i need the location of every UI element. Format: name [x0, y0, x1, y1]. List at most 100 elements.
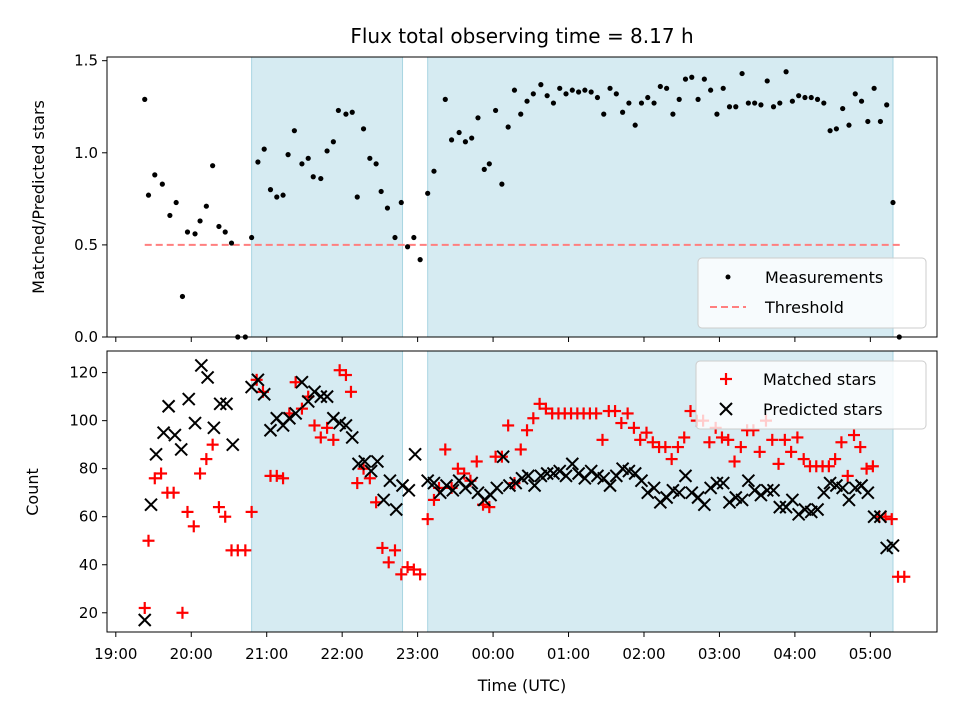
matched-star-point	[194, 467, 207, 480]
matched-star-point	[206, 438, 219, 451]
matched-star-point	[634, 433, 647, 446]
matched-star-point	[427, 493, 440, 506]
matched-star-point	[148, 472, 161, 485]
measurement-point	[222, 229, 228, 235]
matched-star-point	[854, 441, 867, 454]
measurement-point	[783, 69, 789, 75]
matched-star-point	[684, 405, 697, 418]
measurement-point	[249, 234, 255, 241]
measurement-point	[814, 96, 821, 102]
matched-star-point	[451, 462, 464, 475]
x-tick-label: 04:00	[773, 645, 816, 663]
measurement-point	[827, 128, 833, 134]
matched-star-point	[138, 601, 151, 614]
measurement-point	[285, 152, 291, 158]
predicted-star-point	[641, 485, 655, 500]
predicted-star-point	[685, 485, 699, 500]
measurement-point	[550, 100, 557, 106]
matched-star-point	[327, 433, 340, 446]
x-tick-label: 21:00	[245, 645, 288, 663]
predicted-star-point	[395, 478, 410, 493]
measurement-point	[632, 122, 638, 128]
predicted-star-point	[584, 464, 598, 478]
measurement-point	[563, 91, 569, 97]
matched-star-point	[187, 520, 200, 533]
measurement-point	[682, 76, 689, 82]
predicted-star-point	[314, 389, 328, 404]
measurement-point	[274, 194, 280, 200]
predicted-star-point	[188, 416, 202, 430]
measurement-point	[676, 96, 682, 102]
predicted-star-point	[389, 502, 403, 517]
matched-star-point	[590, 407, 603, 420]
measurement-point	[821, 100, 827, 106]
predicted-star-point	[886, 538, 900, 553]
top-y-axis-label: Matched/Predicted stars	[29, 100, 48, 294]
matched-star-point	[848, 429, 860, 442]
x-tick-label: 05:00	[849, 645, 892, 663]
predicted-star-point	[376, 493, 391, 507]
predicted-star-point	[326, 411, 341, 425]
measurement-point	[310, 174, 316, 180]
measurement-point	[216, 223, 222, 230]
measurement-point	[518, 111, 524, 117]
predicted-star-point	[439, 478, 454, 493]
measurement-point	[210, 163, 216, 169]
measurement-point	[701, 76, 707, 82]
measurement-point	[524, 98, 530, 104]
measurement-point	[858, 98, 865, 104]
matched-star-point	[835, 436, 848, 449]
matched-star-point	[277, 472, 290, 485]
matched-star-point	[621, 407, 634, 420]
top-x-ticks	[115, 337, 871, 342]
predicted-star-point	[477, 493, 491, 507]
matched-star-point	[289, 376, 302, 389]
predicted-star-point	[722, 495, 737, 510]
predicted-star-point	[697, 498, 712, 512]
measurement-point	[442, 96, 448, 102]
measurement-point	[255, 159, 261, 165]
predicted-star-point	[716, 476, 730, 490]
predicted-star-point	[251, 373, 265, 387]
matched-star-point	[414, 568, 427, 581]
matched-star-point	[339, 369, 352, 382]
measurement-point	[708, 87, 714, 93]
matched-star-point	[382, 556, 395, 569]
measurement-point	[607, 85, 613, 91]
measurement-point	[417, 257, 423, 263]
y-tick-label: 1.5	[74, 52, 98, 70]
predicted-star-point	[364, 464, 378, 478]
matched-star-point	[407, 563, 420, 576]
bottom-legend-box	[695, 360, 927, 430]
measurement-point	[499, 181, 505, 187]
y-tick-label: 120	[69, 364, 98, 382]
predicted-star-point	[339, 418, 353, 433]
predicted-star-point	[370, 454, 385, 469]
measurement-point	[462, 139, 469, 145]
predicted-star-point	[402, 483, 416, 498]
measurement-point	[852, 91, 858, 97]
matched-star-point	[344, 385, 357, 398]
measurement-point	[145, 192, 152, 198]
y-tick-label: 40	[79, 556, 98, 574]
predicted-star-point	[207, 421, 221, 435]
matched-star-point	[778, 433, 791, 446]
matched-star-point	[703, 436, 716, 449]
measurement-point	[192, 231, 198, 237]
measurement-point	[184, 229, 191, 235]
matched-star-point	[181, 505, 194, 518]
matched-star-point	[521, 424, 534, 437]
matched-star-point	[295, 402, 308, 415]
predicted-star-point	[144, 498, 158, 512]
predicted-star-point	[703, 481, 718, 495]
y-tick-label: 0.5	[74, 236, 98, 254]
predicted-star-point	[263, 423, 278, 437]
matched-star-point	[898, 570, 911, 583]
matched-star-point	[395, 568, 408, 581]
predicted-star-point	[446, 483, 460, 498]
measurement-point	[404, 244, 411, 250]
measurement-point	[343, 111, 349, 117]
predicted-star-point	[490, 481, 504, 495]
measurement-point	[486, 161, 492, 167]
measurement-point	[167, 212, 173, 219]
